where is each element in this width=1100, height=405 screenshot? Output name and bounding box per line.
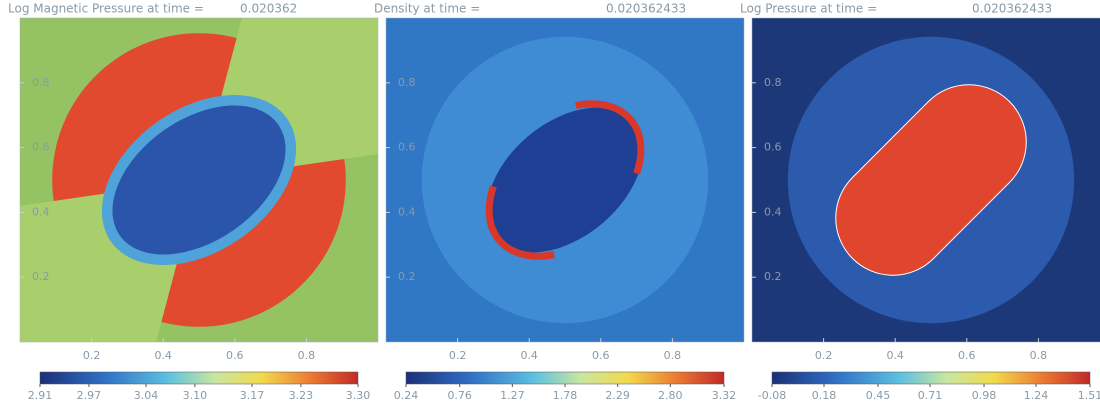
colorbar-tick-label: 0.76 xyxy=(447,389,472,402)
colorbar xyxy=(39,371,359,385)
y-tick-label: 0.2 xyxy=(398,270,416,283)
colorbar-tick-label: 3.23 xyxy=(289,389,314,402)
panel-title: Log Pressure at time = xyxy=(740,2,877,16)
x-tick-label: 0.8 xyxy=(298,349,316,362)
panel-time: 0.020362 xyxy=(240,2,297,16)
colorbar-tick-label: 0.24 xyxy=(394,389,419,402)
colorbar-tick-label: 2.97 xyxy=(77,389,102,402)
y-tick-label: 0.4 xyxy=(32,205,50,218)
colorbar-tick-label: 1.24 xyxy=(1024,389,1049,402)
y-tick-label: 0.8 xyxy=(32,76,50,89)
colorbar-tick-label: 2.91 xyxy=(28,389,53,402)
x-tick-label: 0.2 xyxy=(449,349,467,362)
colorbar-tick-label: 3.17 xyxy=(240,389,265,402)
y-tick-label: 0.2 xyxy=(764,270,782,283)
heatmap xyxy=(386,18,744,342)
x-tick-label: 0.2 xyxy=(815,349,833,362)
heatmap xyxy=(20,18,378,342)
colorbar xyxy=(405,371,725,385)
panel-time: 0.020362433 xyxy=(972,2,1052,16)
y-tick-label: 0.6 xyxy=(764,141,782,154)
x-tick-label: 0.4 xyxy=(886,349,904,362)
x-tick-label: 0.4 xyxy=(154,349,172,362)
panel-time: 0.020362433 xyxy=(606,2,686,16)
colorbar-tick-label: 1.27 xyxy=(500,389,525,402)
colorbar xyxy=(771,371,1091,385)
y-tick-label: 0.4 xyxy=(764,205,782,218)
x-tick-label: 0.2 xyxy=(83,349,101,362)
colorbar-tick-label: 0.18 xyxy=(812,389,837,402)
colorbar-tick-label: 1.51 xyxy=(1078,389,1100,402)
y-tick-label: 0.4 xyxy=(398,205,416,218)
plot-frame xyxy=(19,17,379,343)
colorbar-tick-label: 2.29 xyxy=(605,389,630,402)
x-tick-label: 0.6 xyxy=(958,349,976,362)
x-tick-label: 0.6 xyxy=(226,349,244,362)
y-tick-label: 0.6 xyxy=(398,141,416,154)
colorbar-tick-label: -0.08 xyxy=(758,389,786,402)
colorbar-tick-label: 3.30 xyxy=(346,389,371,402)
x-tick-label: 0.8 xyxy=(664,349,682,362)
colorbar-tick-label: 0.71 xyxy=(918,389,943,402)
heatmap xyxy=(752,18,1100,342)
field-core xyxy=(112,105,286,255)
x-tick-label: 0.4 xyxy=(520,349,538,362)
colorbar-tick-label: 3.10 xyxy=(183,389,208,402)
field-core xyxy=(835,84,1027,276)
colorbar-tick-label: 3.04 xyxy=(134,389,159,402)
x-tick-label: 0.6 xyxy=(592,349,610,362)
plot-frame xyxy=(385,17,745,343)
colorbar-tick-label: 2.80 xyxy=(658,389,683,402)
y-tick-label: 0.6 xyxy=(32,141,50,154)
y-tick-label: 0.8 xyxy=(764,76,782,89)
colorbar-tick-label: 3.32 xyxy=(712,389,737,402)
y-tick-label: 0.2 xyxy=(32,270,50,283)
field-core xyxy=(487,107,643,253)
colorbar-tick-label: 0.45 xyxy=(866,389,891,402)
field-shock xyxy=(575,100,645,175)
colorbar-tick-label: 0.98 xyxy=(972,389,997,402)
plot-frame xyxy=(751,17,1100,343)
y-tick-label: 0.8 xyxy=(398,76,416,89)
panel-title: Log Magnetic Pressure at time = xyxy=(8,2,204,16)
field-shock xyxy=(485,185,555,260)
x-tick-label: 0.8 xyxy=(1030,349,1048,362)
colorbar-tick-label: 1.78 xyxy=(553,389,578,402)
panel-title: Density at time = xyxy=(374,2,480,16)
